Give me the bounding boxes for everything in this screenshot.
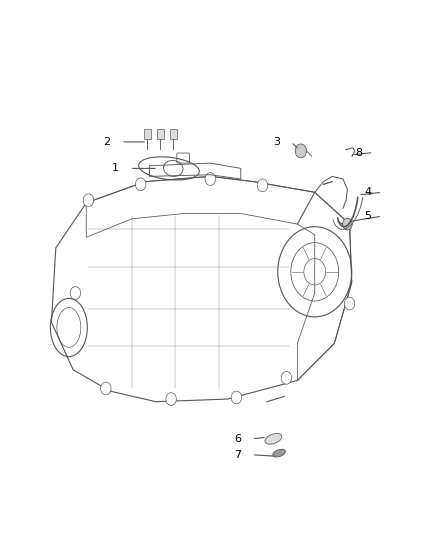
Bar: [170, 128, 177, 139]
Circle shape: [83, 194, 94, 207]
Circle shape: [101, 382, 111, 395]
Text: 6: 6: [234, 434, 241, 444]
Text: 4: 4: [364, 187, 371, 197]
Circle shape: [344, 297, 355, 310]
Bar: [144, 128, 151, 139]
Circle shape: [231, 391, 242, 404]
Ellipse shape: [265, 433, 282, 444]
Circle shape: [343, 218, 352, 230]
Text: 8: 8: [356, 148, 363, 158]
Text: 3: 3: [273, 137, 280, 147]
Circle shape: [70, 287, 81, 300]
Circle shape: [135, 178, 146, 191]
Circle shape: [257, 179, 268, 192]
Text: 2: 2: [103, 137, 110, 147]
Circle shape: [205, 173, 215, 185]
Text: 5: 5: [364, 211, 371, 221]
Circle shape: [281, 372, 292, 384]
Bar: [157, 128, 164, 139]
Circle shape: [166, 393, 177, 406]
Text: 1: 1: [112, 164, 119, 173]
Ellipse shape: [273, 449, 286, 457]
Circle shape: [295, 144, 307, 158]
Text: 7: 7: [233, 450, 241, 460]
